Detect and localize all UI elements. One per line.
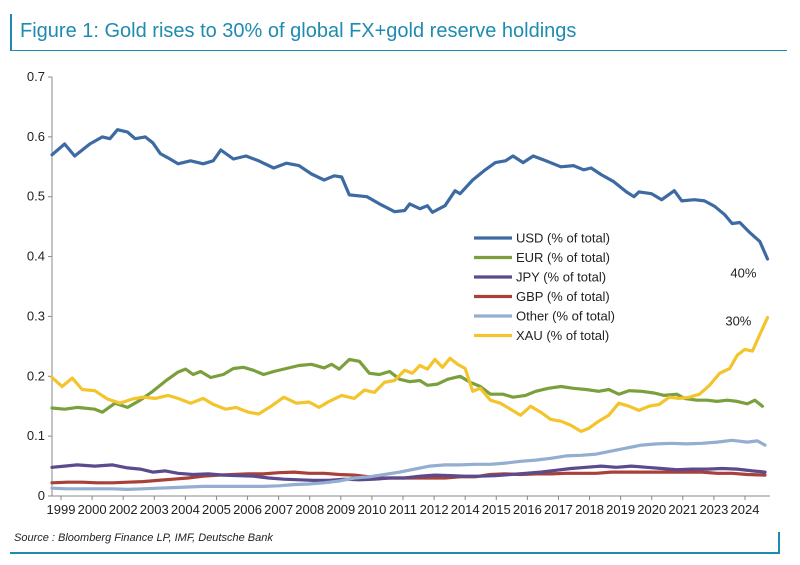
x-tick-label: 2010 <box>357 502 386 517</box>
x-tick-label: 2016 <box>513 502 542 517</box>
series-line-jpy <box>50 463 767 482</box>
x-tick-label: 2006 <box>233 502 262 517</box>
chart-title: Figure 1: Gold rises to 30% of global FX… <box>20 20 577 42</box>
title-bar: Figure 1: Gold rises to 30% of global FX… <box>10 14 787 51</box>
source-note: Source : Bloomberg Finance LP, IMF, Deut… <box>14 532 273 544</box>
x-tick-label: 2024 <box>731 502 760 517</box>
y-tick-label: 0.2 <box>27 368 45 383</box>
x-tick-label: 2009 <box>326 502 355 517</box>
chart-series <box>50 128 770 491</box>
x-tick-label: 2017 <box>544 502 573 517</box>
x-tick-label: 2012 <box>420 502 449 517</box>
bottom-rule <box>10 552 779 554</box>
legend-label: JPY (% of total) <box>516 270 606 285</box>
x-tick-label: 2019 <box>606 502 635 517</box>
x-tick-label: 1999 <box>47 502 76 517</box>
x-tick-label: 2007 <box>264 502 293 517</box>
bottom-right-tick <box>778 532 780 554</box>
chart-annotations: 40% 30% <box>725 266 756 329</box>
legend-label: GBP (% of total) <box>516 289 610 304</box>
x-tick-label: 2008 <box>295 502 324 517</box>
x-tick-label: 2005 <box>202 502 231 517</box>
series-line-usd <box>50 128 770 261</box>
y-tick-label: 0.7 <box>27 69 45 84</box>
x-tick-label: 2020 <box>637 502 666 517</box>
y-tick-label: 0.3 <box>27 308 45 323</box>
series-line-other <box>50 438 767 491</box>
x-tick-label: 2014 <box>451 502 480 517</box>
series-line-xau <box>50 316 770 433</box>
x-tick-label: 2015 <box>482 502 511 517</box>
x-tick-label: 2018 <box>575 502 604 517</box>
y-tick-label: 0.6 <box>27 129 45 144</box>
x-tick-label: 2023 <box>699 502 728 517</box>
annotation-label: 40% <box>730 266 756 281</box>
series-line-eur <box>50 357 764 414</box>
x-tick-label: 2021 <box>668 502 697 517</box>
y-tick-label: 0.1 <box>27 428 45 443</box>
y-tick-label: 0.4 <box>27 249 45 264</box>
y-tick-label: 0 <box>38 488 45 503</box>
y-tick-label: 0.5 <box>27 189 45 204</box>
legend-label: USD (% of total) <box>516 231 610 246</box>
annotation-label: 30% <box>725 313 751 328</box>
legend-label: Other (% of total) <box>516 309 615 324</box>
chart-legend: USD (% of total) EUR (% of total) JPY (% o… <box>474 231 615 343</box>
x-tick-label: 2003 <box>140 502 169 517</box>
legend-label: XAU (% of total) <box>516 328 609 343</box>
legend-label: EUR (% of total) <box>516 250 610 265</box>
x-tick-label: 2004 <box>171 502 200 517</box>
x-tick-label: 2011 <box>389 502 417 517</box>
x-tick-label: 2002 <box>109 502 138 517</box>
x-tick-label: 2000 <box>78 502 107 517</box>
